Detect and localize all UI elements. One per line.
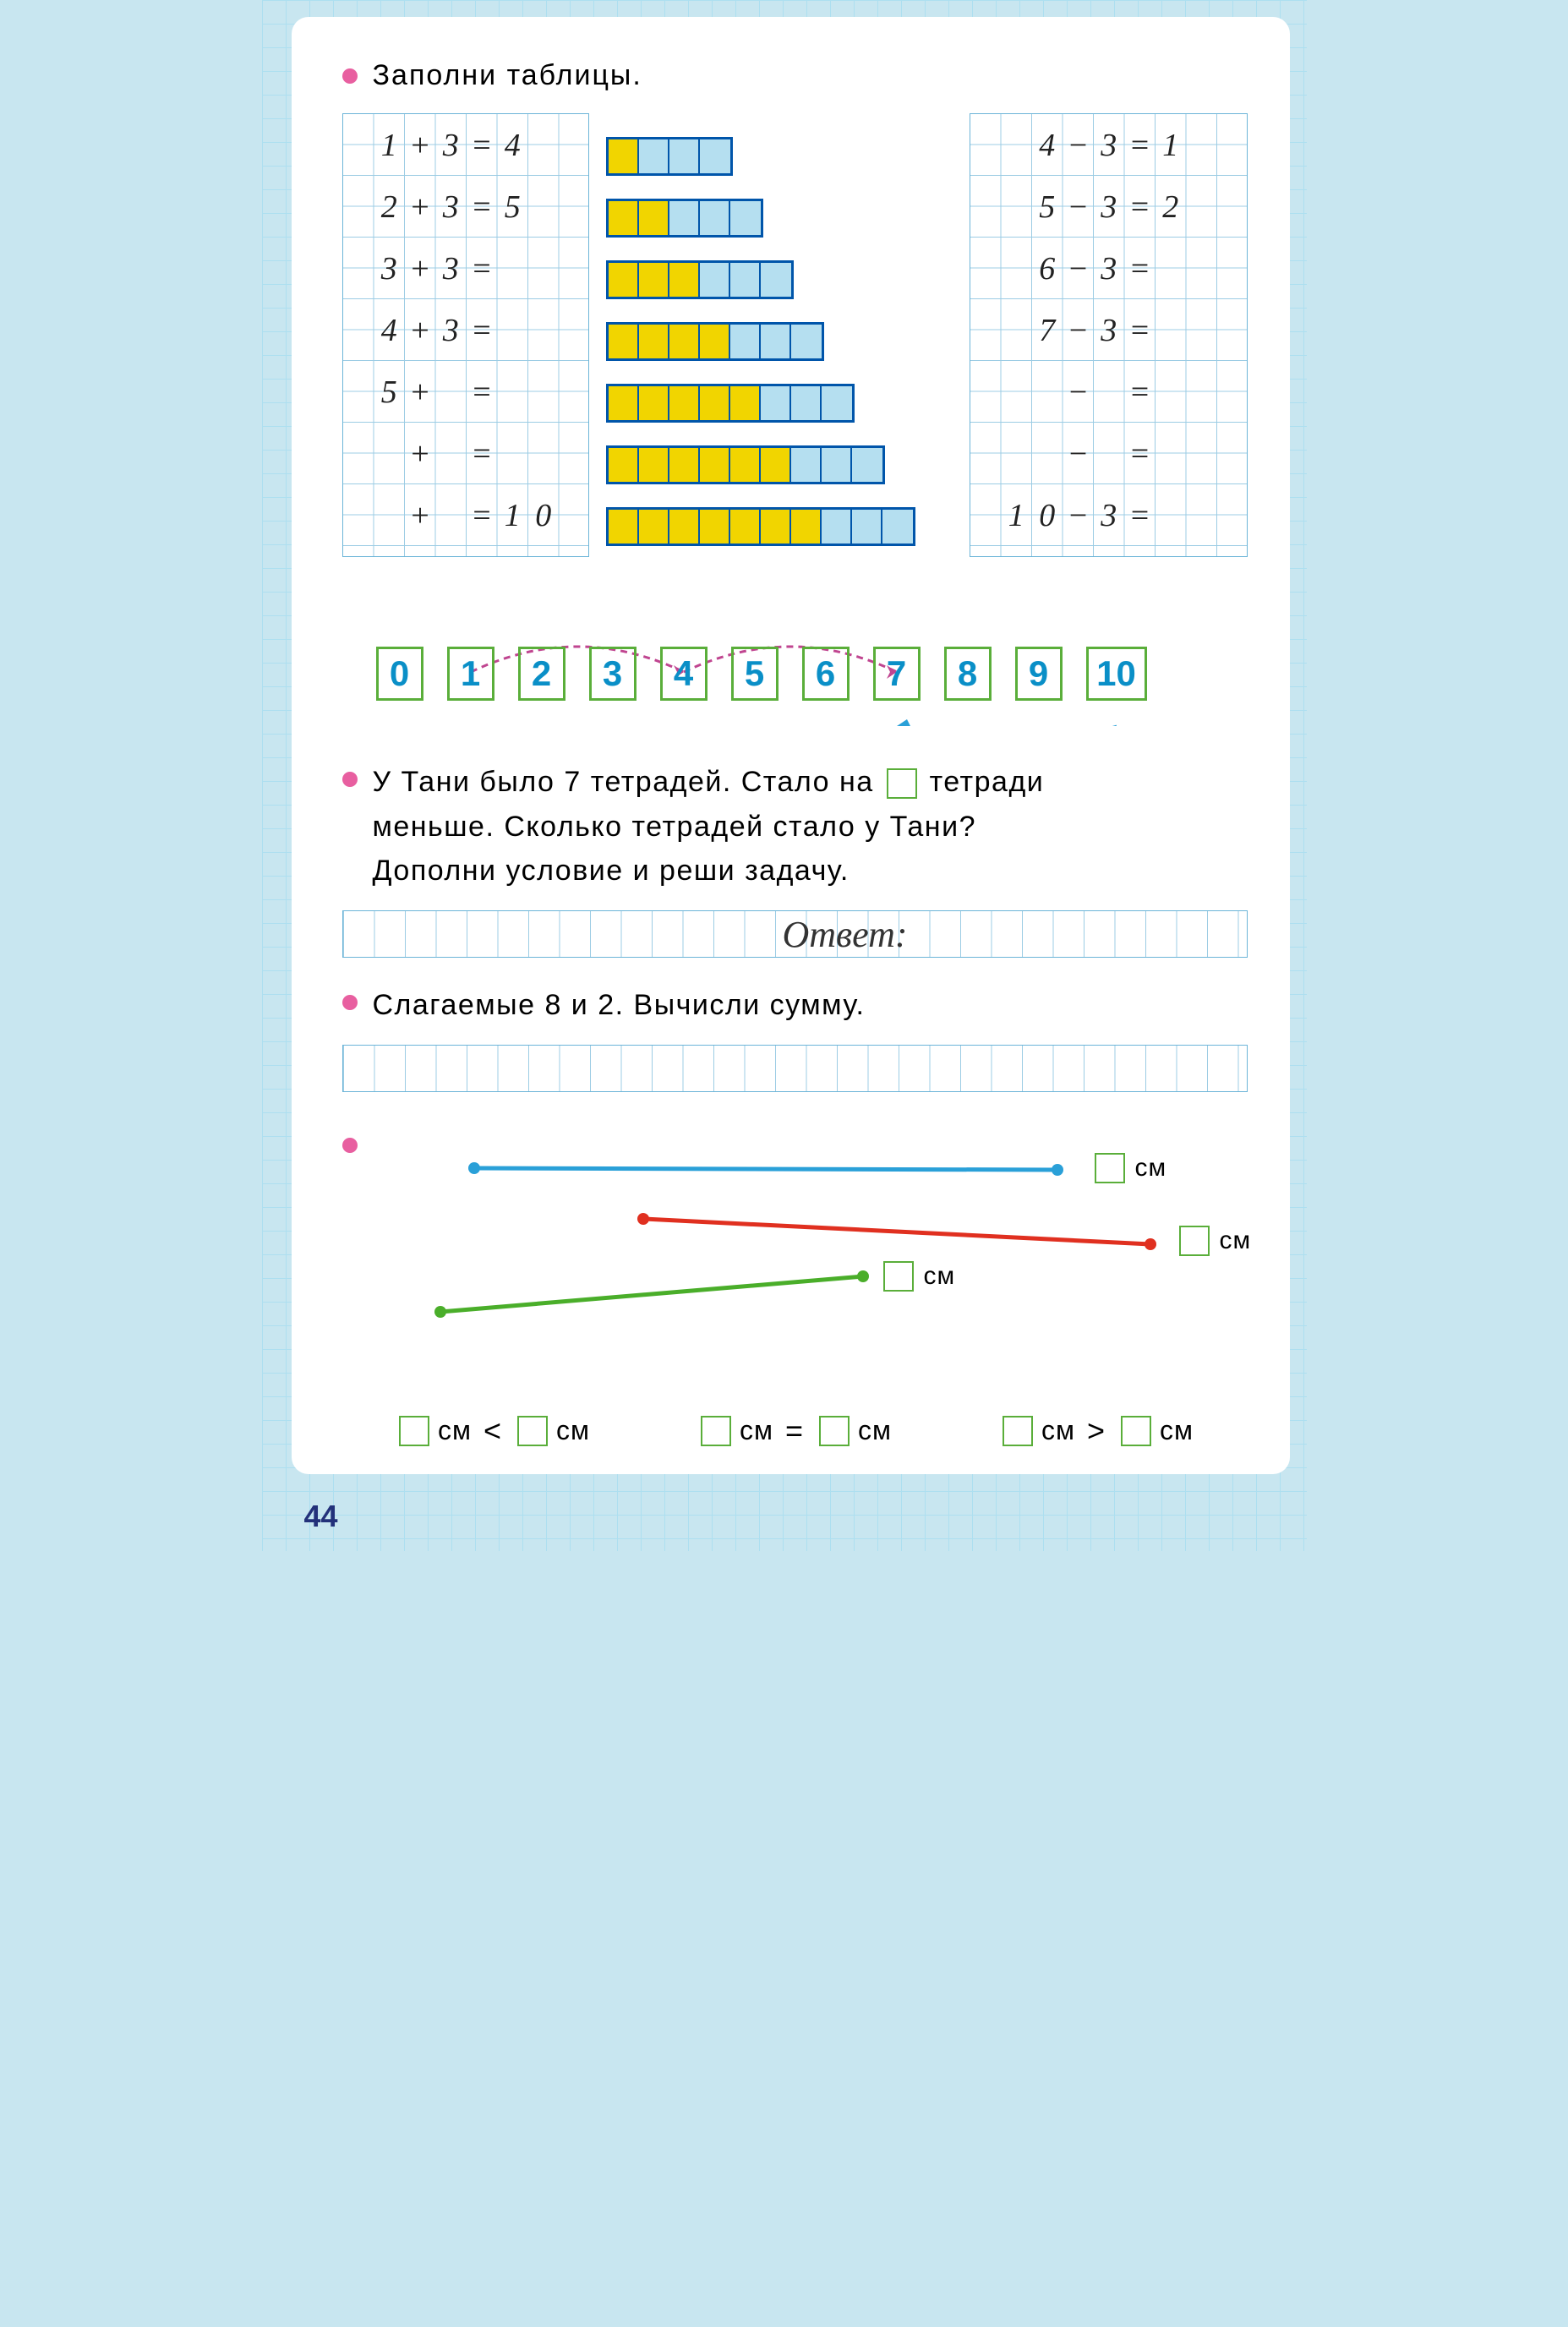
page-card: Заполни таблицы. 1+3=42+3=53+3=4+3=5+=+=… [292,17,1290,1474]
number-box: 1 [447,647,494,701]
task2-line2: меньше. Сколько тетрадей стало у Тани? [373,811,977,843]
bullet-icon [342,772,358,787]
bar-row [606,495,953,557]
equation-row: 2+3=5 [343,176,588,238]
comparison-row: см<см см=см см>см [342,1413,1248,1449]
bar-row [606,372,953,434]
blank-box[interactable] [701,1416,731,1446]
task1-title: Заполни таблицы. [373,59,642,92]
blank-box[interactable] [1121,1416,1151,1446]
answer-strip-1[interactable]: Ответ: [342,910,1248,958]
equation-row: 5+= [343,361,588,423]
page-number: 44 [304,1499,338,1534]
equation-row: 1+3=4 [343,114,588,176]
number-box: 7 [873,647,921,701]
answer-label: Ответ: [783,913,908,956]
number-box: 3 [589,647,636,701]
bullet-icon [342,995,358,1010]
blank-box[interactable] [887,768,917,799]
equation-row: +=10 [343,484,588,546]
equation-row: −= [970,423,1247,484]
number-boxes: 0123456789 10 [376,647,1147,701]
equation-row: 7−3= [970,299,1247,361]
bar-diagrams [606,113,953,557]
cm-label: см [880,1261,956,1292]
equation-row: 3+3= [343,238,588,299]
number-box: 5 [731,647,779,701]
cm-label: см [1176,1226,1252,1256]
equation-row: 5−3=2 [970,176,1247,238]
cm-label: см [1091,1153,1167,1183]
blank-box[interactable] [517,1416,548,1446]
task2: У Тани было 7 тетрадей. Стало на тетради… [342,760,1248,902]
left-equation-table: 1+3=42+3=53+3=4+3=5+=+=+=10 [342,113,589,557]
right-equation-table: 4−3=15−3=26−3=7−3=−=−=10−3= [970,113,1248,557]
equation-row: += [343,423,588,484]
tables-wrap: 1+3=42+3=53+3=4+3=5+=+=+=10 4−3=15−3=26−… [342,113,1248,557]
blank-box[interactable] [1003,1416,1033,1446]
task2-line1-a: У Тани было 7 тетрадей. Стало на [373,766,874,798]
comparison-group: см>см [999,1413,1194,1449]
number-box: 2 [518,647,565,701]
blank-box[interactable] [399,1416,429,1446]
number-box: 9 [1015,647,1063,701]
number-line: 0123456789 10 [376,591,1248,726]
blank-box[interactable] [883,1261,914,1292]
task3: Слагаемые 8 и 2. Вычисли сумму. [342,983,1248,1036]
equation-row: −= [970,361,1247,423]
comparison-group: см<см [396,1413,590,1449]
number-box: 0 [376,647,423,701]
blank-box[interactable] [1179,1226,1210,1256]
number-box: 6 [802,647,850,701]
blank-box[interactable] [819,1416,850,1446]
bar-row [606,187,953,249]
task3-text: Слагаемые 8 и 2. Вычисли сумму. [373,989,866,1021]
task2-line3: Дополни условие и реши задачу. [373,855,850,887]
number-box: 4 [660,647,708,701]
number-box: 10 [1086,647,1147,701]
bar-row [606,125,953,187]
bar-row [606,310,953,372]
comparison-group: см=см [697,1413,892,1449]
bullet-icon [342,68,358,84]
task1-title-row: Заполни таблицы. [342,59,1248,92]
equation-row: 4−3=1 [970,114,1247,176]
equation-row: 10−3= [970,484,1247,546]
number-box: 8 [944,647,992,701]
blank-box[interactable] [1095,1153,1125,1183]
answer-strip-2[interactable] [342,1045,1248,1092]
equation-row: 6−3= [970,238,1247,299]
task4: смсмсм [342,1126,1248,1405]
task2-line1-b: тетради [930,766,1045,798]
bar-row [606,249,953,310]
bullet-icon [342,1138,358,1153]
equation-row: 4+3= [343,299,588,361]
outer-background: Заполни таблицы. 1+3=42+3=53+3=4+3=5+=+=… [262,0,1307,1551]
bar-row [606,434,953,495]
